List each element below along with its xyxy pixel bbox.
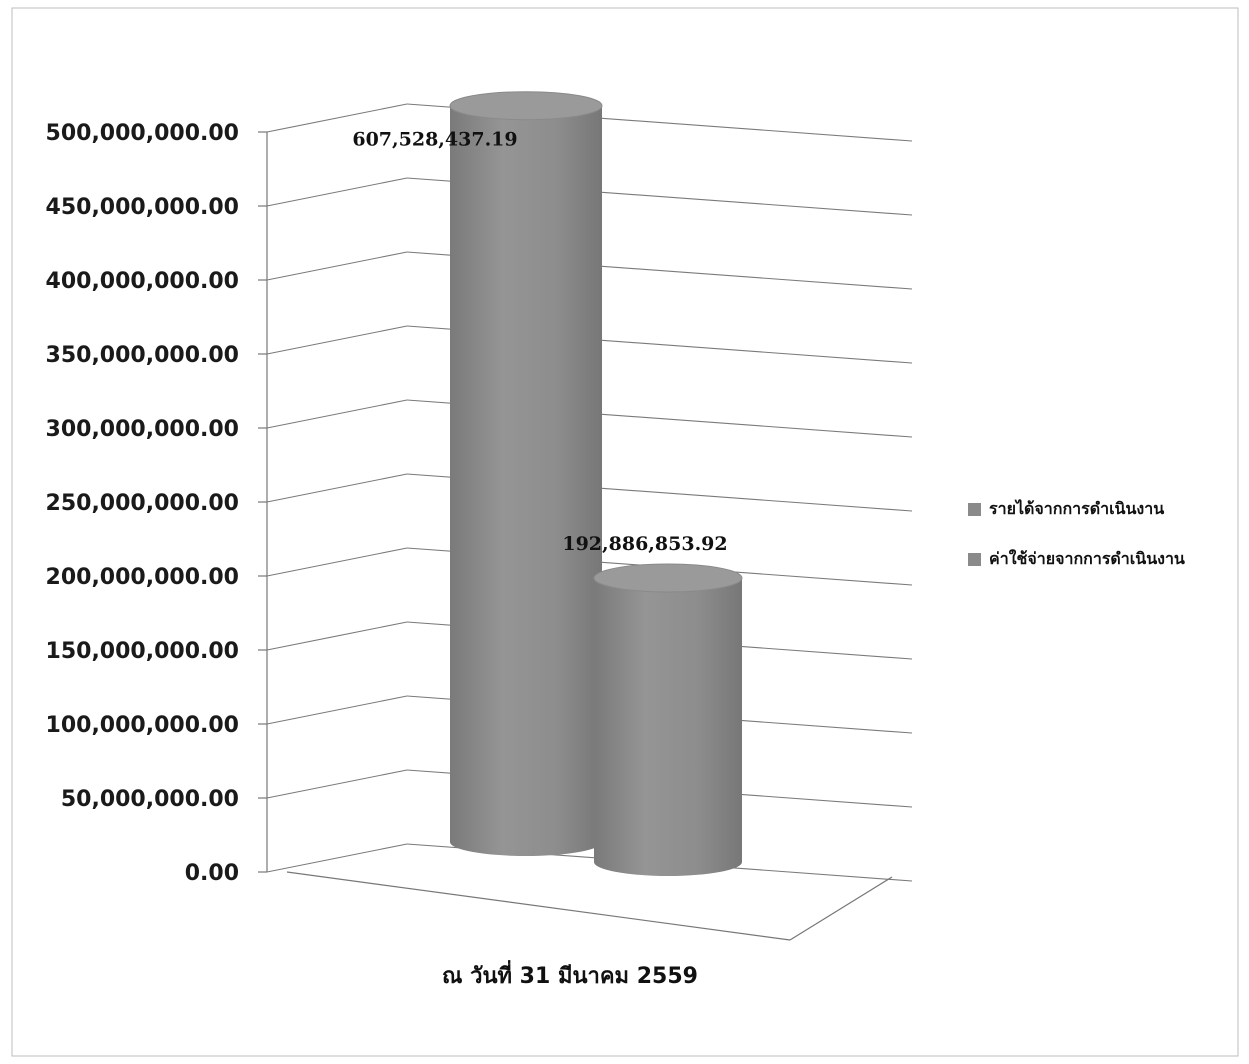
gridline-side: [266, 695, 408, 725]
legend-swatch-expense: [968, 552, 981, 566]
y-tick-label: 400,000,000.00: [46, 269, 239, 294]
bar-body: [594, 577, 742, 876]
bar-1: [593, 563, 743, 876]
y-tick-label: 200,000,000.00: [46, 565, 239, 590]
y-tick-label: 500,000,000.00: [46, 121, 239, 146]
gridline-side: [266, 325, 408, 355]
data-label-0: 607,528,437.19: [352, 129, 517, 151]
legend-swatch-revenue: [968, 502, 981, 516]
gridline-side: [266, 547, 408, 577]
bar-top: [449, 91, 603, 121]
y-tick-label: 0.00: [185, 861, 239, 886]
bars: [449, 91, 743, 876]
gridline-side: [266, 769, 408, 799]
data-label-1: 192,886,853.92: [562, 533, 727, 555]
gridline-side: [266, 399, 408, 429]
gridline-side: [266, 621, 408, 651]
legend-label-expense: ค่าใช้จ่ายจากการดำเนินงาน: [989, 548, 1185, 568]
x-category-label: ณ วันที่ 31 มีนาคม 2559: [442, 964, 698, 989]
y-tick-label: 450,000,000.00: [46, 195, 239, 220]
y-tick-label: 100,000,000.00: [46, 713, 239, 738]
y-axis-ticks: 0.00 50,000,000.00 100,000,000.00 150,000,0…: [46, 121, 267, 886]
legend: รายได้จากการดำเนินงาน ค่าใช้จ่ายจากการดำ…: [968, 498, 1238, 598]
y-tick-label: 250,000,000.00: [46, 491, 239, 516]
bar-0: [449, 91, 603, 856]
gridline-side: [266, 473, 408, 503]
gridline-side: [266, 251, 408, 281]
floor-front-edge: [286, 871, 791, 941]
gridline-side: [266, 843, 408, 873]
data-labels: 607,528,437.19 192,886,853.92: [352, 129, 727, 555]
floor-right-edge: [789, 876, 893, 941]
y-tick-label: 350,000,000.00: [46, 343, 239, 368]
legend-item-revenue: รายได้จากการดำเนินงาน: [968, 498, 1238, 520]
y-tick-label: 300,000,000.00: [46, 417, 239, 442]
legend-item-expense: ค่าใช้จ่ายจากการดำเนินงาน: [968, 548, 1238, 570]
y-tick-label: 50,000,000.00: [61, 787, 239, 812]
gridline-side: [266, 177, 408, 207]
gridline-side: [266, 103, 408, 133]
bar-body: [450, 105, 602, 856]
legend-label-revenue: รายได้จากการดำเนินงาน: [989, 498, 1165, 518]
bar-top: [593, 563, 743, 593]
y-tick-label: 150,000,000.00: [46, 639, 239, 664]
